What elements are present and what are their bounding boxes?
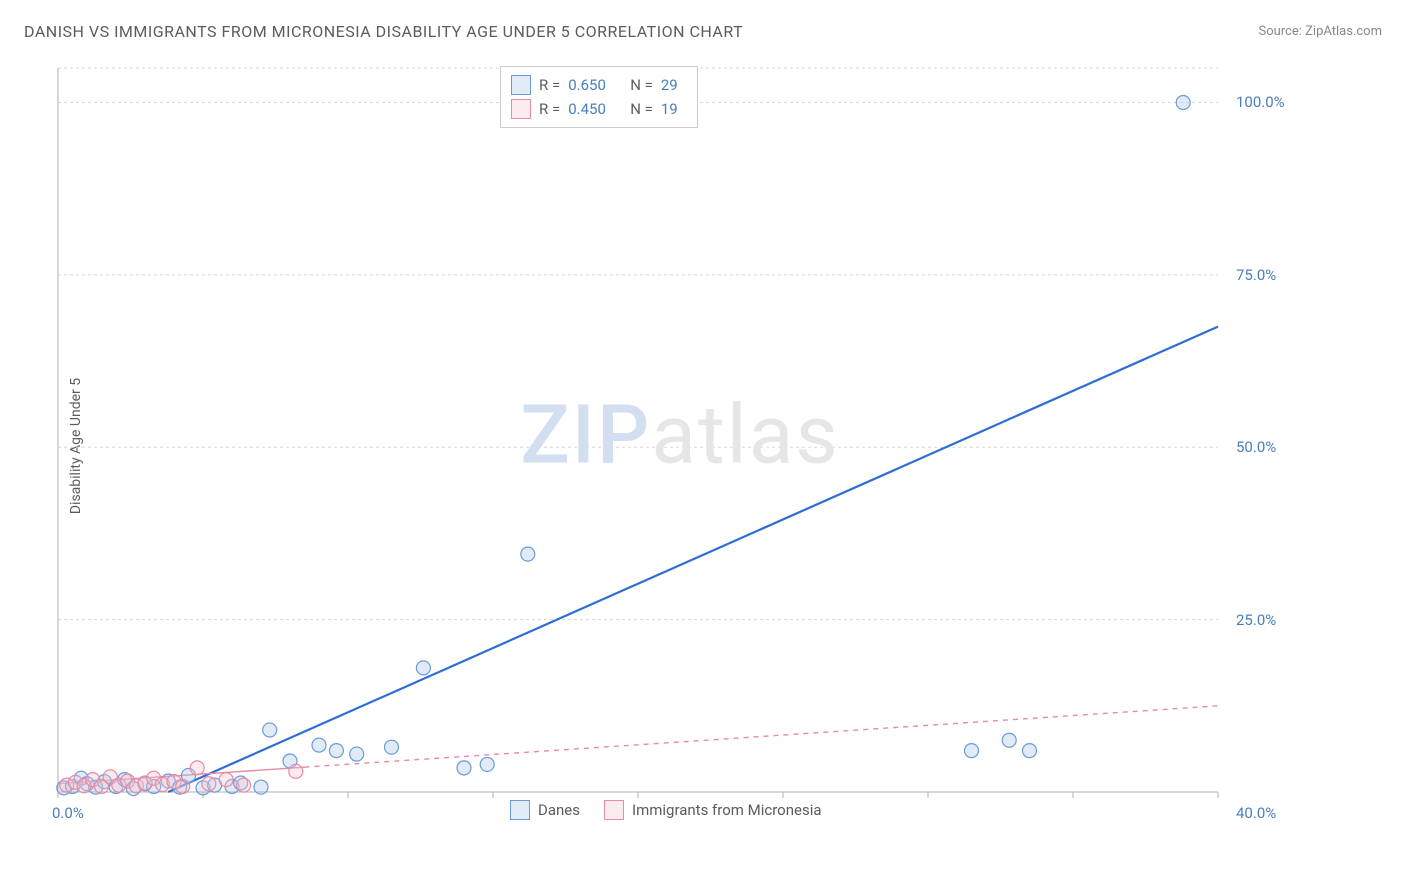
series-legend-item: Immigrants from Micronesia xyxy=(604,800,822,820)
y-tick-label: 25.0% xyxy=(1236,611,1276,629)
legend-r-value: 0.450 xyxy=(568,100,622,118)
legend-n-value: 29 xyxy=(661,76,687,94)
x-tick-label: 0.0% xyxy=(52,804,84,822)
legend-swatch xyxy=(510,800,530,820)
x-tick-label: 40.0% xyxy=(1236,804,1276,822)
series-label: Immigrants from Micronesia xyxy=(632,801,822,819)
legend-row: R = 0.450 N = 19 xyxy=(511,97,687,121)
chart-container: DANISH VS IMMIGRANTS FROM MICRONESIA DIS… xyxy=(0,0,1406,892)
plot-area: ZIPatlas R =0.650N =29R =0.450N =19 Dane… xyxy=(50,60,1310,830)
series-label: Danes xyxy=(538,801,580,819)
legend-swatch xyxy=(511,99,531,119)
legend-swatch xyxy=(604,800,624,820)
chart-title: DANISH VS IMMIGRANTS FROM MICRONESIA DIS… xyxy=(24,22,743,41)
scatter-svg xyxy=(50,60,1310,830)
legend-r-value: 0.650 xyxy=(568,76,622,94)
legend-swatch xyxy=(511,75,531,95)
y-tick-label: 100.0% xyxy=(1236,93,1285,111)
legend-r-label: R = xyxy=(539,76,560,94)
y-tick-label: 50.0% xyxy=(1236,438,1276,456)
source-label: Source: ZipAtlas.com xyxy=(1258,24,1382,39)
y-tick-label: 75.0% xyxy=(1236,266,1276,284)
legend-n-label: N = xyxy=(630,100,653,118)
correlation-legend: R = 0.650 N = 29 R = 0.450 N = 19 xyxy=(500,66,698,128)
series-legend: Danes Immigrants from Micronesia xyxy=(510,800,822,820)
legend-row: R = 0.650 N = 29 xyxy=(511,73,687,97)
legend-r-label: R = xyxy=(539,100,560,118)
legend-n-value: 19 xyxy=(661,100,687,118)
series-legend-item: Danes xyxy=(510,800,580,820)
legend-n-label: N = xyxy=(630,76,653,94)
